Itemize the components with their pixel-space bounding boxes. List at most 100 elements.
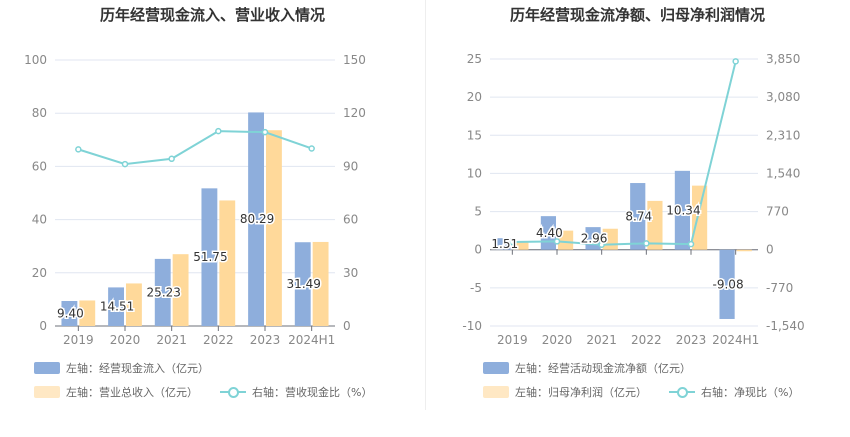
y-left-tick-label: 20 <box>467 90 482 104</box>
bar-data-label: 31.49 <box>287 277 321 291</box>
chart-right-panel: 历年经营现金流净额、归母净利润情况 -10 -1,540 -5 -770 0 0 5 770 1… <box>425 0 850 437</box>
bar-data-label: 9.40 <box>57 306 84 320</box>
y-left-tick-label: 60 <box>32 159 47 173</box>
x-tick-label: 2020 <box>110 333 141 347</box>
x-tick-label: 2023 <box>250 333 281 347</box>
bar-data-label: 2.96 <box>581 231 608 245</box>
x-tick-label: 2022 <box>631 333 662 347</box>
legend-item[interactable]: 左轴：营业总收入（亿元） <box>34 384 198 400</box>
bar-data-label: 25.23 <box>147 285 181 299</box>
line-point <box>643 240 650 247</box>
x-tick-label: 2021 <box>586 333 617 347</box>
line-point <box>553 238 561 245</box>
line-point <box>598 241 605 248</box>
bar <box>248 112 264 327</box>
y-right-tick-label: 0 <box>343 319 351 333</box>
bar <box>513 242 529 250</box>
line-point <box>121 160 129 168</box>
x-tick-label: 2020 <box>542 333 573 347</box>
bar <box>674 170 690 250</box>
legend-line-icon <box>669 386 695 398</box>
y-right-tick-label: 30 <box>343 266 358 280</box>
bar <box>736 249 752 252</box>
line-point <box>732 58 739 65</box>
legend-label: 右轴：营收现金比（%） <box>252 386 373 399</box>
y-left-tick-label: 20 <box>32 266 47 280</box>
x-tick-label: 2022 <box>203 333 234 347</box>
bar <box>312 241 329 326</box>
y-right-tick-label: 770 <box>766 205 789 219</box>
bar-data-label: 1.51 <box>491 237 518 251</box>
bar <box>647 200 663 250</box>
line-point <box>261 128 269 136</box>
legend-item[interactable]: 左轴：经营活动现金流净额（亿元） <box>483 360 691 376</box>
line-point <box>509 238 516 246</box>
y-right-tick-label: -1,540 <box>766 319 805 333</box>
bar <box>108 287 124 326</box>
bar <box>61 300 78 326</box>
bar <box>630 183 646 250</box>
y-right-tick-label: 60 <box>343 213 358 227</box>
bar <box>558 230 574 250</box>
legend-swatch <box>483 362 509 374</box>
legend-swatch <box>34 386 60 398</box>
line-point <box>75 146 82 153</box>
y-right-tick-label: 3,080 <box>766 90 800 104</box>
chart-title: 历年经营现金流入、营业收入情况 <box>99 6 325 24</box>
bar-data-label: 80.29 <box>240 212 274 226</box>
y-right-tick-label: 2,310 <box>766 128 800 142</box>
bar-data-label: 8.74 <box>625 209 652 223</box>
chart-left: 0 0 20 30 40 60 60 90 80 120 100 150 2019 2020 2021 202… <box>24 53 366 347</box>
bar <box>219 200 236 326</box>
chart-left-panel: 历年经营现金流入、营业收入情况 0 0 20 30 40 60 60 90 80 120 100 15… <box>24 6 372 400</box>
legend-item[interactable]: 右轴：净现比（%） <box>669 384 799 400</box>
legend-label: 右轴：净现比（%） <box>701 386 800 399</box>
y-right-tick-label: 3,850 <box>766 52 800 66</box>
bar <box>126 283 142 326</box>
legend-label: 左轴：归母净利润（亿元） <box>515 386 647 399</box>
line-point <box>687 240 695 248</box>
y-left-tick-label: 15 <box>467 128 482 142</box>
bar <box>692 185 708 250</box>
y-left-tick-label: 80 <box>32 106 47 120</box>
bar <box>294 242 311 326</box>
legend-item[interactable]: 左轴：归母净利润（亿元） <box>483 384 647 400</box>
divider <box>425 0 426 410</box>
y-left-tick-label: 100 <box>24 53 47 67</box>
bar <box>172 254 189 326</box>
y-left-tick-label: 5 <box>474 205 482 219</box>
bar-data-label: 51.75 <box>193 250 227 264</box>
x-tick-label: 2019 <box>497 333 528 347</box>
line-point <box>215 127 222 135</box>
legend-swatch <box>34 362 60 374</box>
y-right-tick-label: 1,540 <box>766 166 800 180</box>
bar <box>154 258 171 326</box>
y-left-tick-label: 10 <box>467 166 482 180</box>
y-right-tick-label: 120 <box>343 106 366 120</box>
legend-label: 左轴：经营现金流入（亿元） <box>66 362 209 375</box>
x-tick-label: 2021 <box>156 333 187 347</box>
chart-title: 历年经营现金流净额、归母净利润情况 <box>509 6 765 24</box>
y-left-tick-label: 40 <box>32 213 47 227</box>
legend-label: 左轴：经营活动现金流净额（亿元） <box>515 362 691 375</box>
y-right-tick-label: 0 <box>766 243 774 257</box>
legend-line-icon <box>220 386 246 398</box>
x-tick-label: 2024H1 <box>712 333 759 347</box>
y-right-tick-label: -770 <box>766 281 793 295</box>
bar <box>719 249 735 319</box>
legend-swatch <box>483 386 509 398</box>
y-left-tick-label: 0 <box>39 319 47 333</box>
y-right-tick-label: 150 <box>343 53 366 67</box>
x-tick-label: 2023 <box>676 333 707 347</box>
legend-item[interactable]: 右轴：营收现金比（%） <box>220 384 372 400</box>
line-point <box>168 155 175 163</box>
ratio-line <box>78 130 312 166</box>
x-tick-label: 2019 <box>63 333 94 347</box>
bar-data-label: -9.08 <box>713 277 744 291</box>
y-right-tick-label: 90 <box>343 159 358 173</box>
ratio-line <box>512 61 737 246</box>
legend-item[interactable]: 左轴：经营现金流入（亿元） <box>34 360 209 376</box>
chart-right: -10 -1,540 -5 -770 0 0 5 770 10 1,540 15 2,310 20 3,0… <box>462 52 805 347</box>
bar <box>201 188 218 326</box>
line-point <box>308 145 315 152</box>
